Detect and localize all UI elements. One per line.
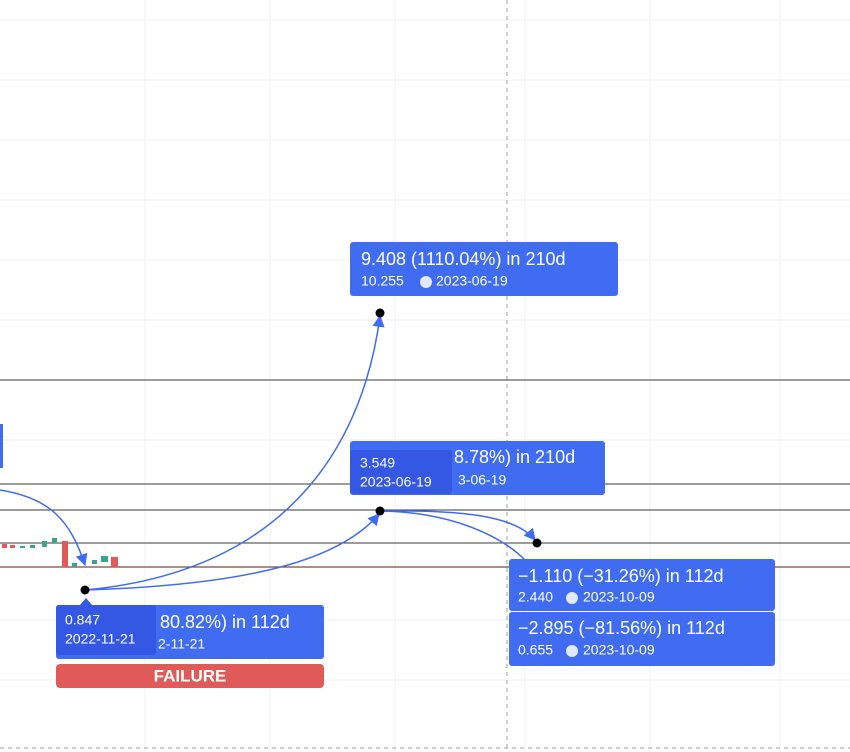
right-upper-label: −1.110 (−31.26%) in 112d 2.440 2023-10-0… xyxy=(509,559,775,611)
label-price: 10.255 xyxy=(361,273,404,289)
label-date: 2022-11-21 xyxy=(65,631,136,647)
status-text: FAILURE xyxy=(154,666,227,685)
label-text: 9.408 (1110.04%) in 210d xyxy=(361,249,566,269)
right-lower-label: −2.895 (−81.56%) in 112d 0.655 2023-10-0… xyxy=(509,612,775,666)
label-date: 2023-06-19 xyxy=(436,273,508,289)
status-badge: FAILURE xyxy=(56,664,324,688)
label-text: −1.110 (−31.26%) in 112d xyxy=(518,566,724,586)
label-price: 3.549 xyxy=(360,455,395,471)
label-date: 2023-10-09 xyxy=(583,642,655,658)
arrows xyxy=(0,314,536,591)
label-text: 8.78%) in 210d xyxy=(454,447,575,467)
label-date: 2023-10-09 xyxy=(583,589,655,605)
label-price: 2.440 xyxy=(518,589,553,605)
target-label: 9.408 (1110.04%) in 210d 10.255 2023-06-… xyxy=(350,242,618,296)
label-text: −2.895 (−81.56%) in 112d xyxy=(518,618,725,638)
entry-label: 8.78%) in 210d 3-06-19 3.549 2023-06-19 xyxy=(350,441,605,495)
points xyxy=(80,308,542,595)
label-price: 0.847 xyxy=(65,612,100,628)
label-price: 0.655 xyxy=(518,642,553,658)
label-date: 3-06-19 xyxy=(458,472,506,488)
stop-label: 80.82%) in 112d 2-11-21 0.847 2022-11-21 xyxy=(56,598,324,659)
edge-label xyxy=(0,424,3,468)
candles xyxy=(2,538,118,567)
label-text: 80.82%) in 112d xyxy=(160,612,290,632)
label-date: 2023-06-19 xyxy=(360,474,432,490)
label-date: 2-11-21 xyxy=(158,636,205,652)
